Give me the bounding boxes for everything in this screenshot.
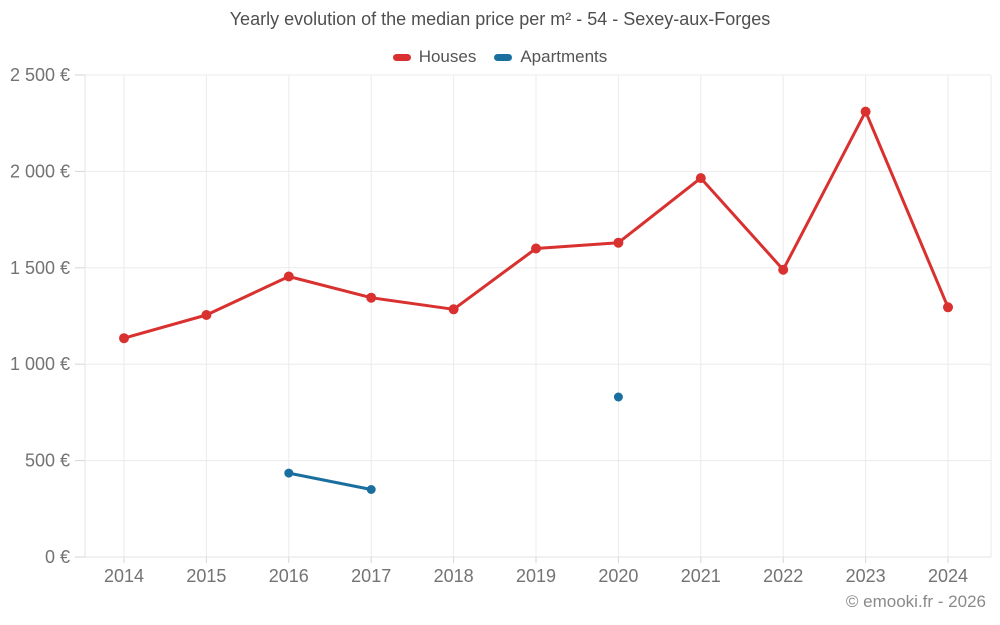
x-axis-label: 2016 (269, 566, 309, 586)
x-axis-label: 2019 (516, 566, 556, 586)
apartments-point-2016[interactable] (284, 468, 294, 478)
houses-point-2021[interactable] (695, 173, 706, 184)
houses-point-2019[interactable] (531, 243, 541, 254)
y-axis-label: 1 000 € (10, 354, 70, 374)
houses-point-2018[interactable] (448, 304, 459, 315)
legend-item-houses[interactable]: Houses (392, 47, 477, 67)
houses-point-2016[interactable] (283, 271, 294, 282)
houses-point-2022[interactable] (778, 264, 789, 275)
legend-label-houses: Houses (418, 47, 477, 66)
x-axis-label: 2018 (434, 566, 474, 586)
apartments-line (287, 471, 373, 491)
legend: Houses Apartments (0, 47, 1000, 67)
legend-swatch-houses-icon (392, 53, 411, 61)
legend-swatch-apartments-icon (494, 53, 513, 61)
chart-title: Yearly evolution of the median price per… (229, 9, 771, 29)
x-axis-label: 2015 (186, 566, 226, 586)
houses-point-2020[interactable] (613, 237, 624, 248)
apartments-point-2020[interactable] (613, 392, 623, 402)
x-axis-label: 2023 (846, 566, 886, 586)
x-axis-label: 2024 (928, 566, 968, 586)
copyright: © emooki.fr - 2026 (845, 592, 986, 611)
x-axis-label: 2017 (351, 566, 391, 586)
houses-point-2023[interactable] (860, 106, 871, 117)
houses-point-2017[interactable] (366, 292, 377, 303)
x-axis-label: 2014 (104, 566, 144, 586)
y-axis-label: 1 500 € (10, 258, 70, 278)
y-axis-label: 2 500 € (10, 65, 70, 85)
legend-item-apartments[interactable]: Apartments (494, 47, 607, 67)
y-axis-label: 0 € (45, 547, 70, 567)
x-axis-label: 2021 (681, 566, 721, 586)
houses-point-2014[interactable] (119, 333, 129, 344)
x-axis-label: 2020 (598, 566, 638, 586)
y-axis-label: 2 000 € (10, 161, 70, 181)
y-axis-label: 500 € (25, 451, 70, 471)
houses-point-2015[interactable] (201, 310, 212, 320)
apartments-point-2017[interactable] (366, 485, 376, 494)
x-axis-label: 2022 (763, 566, 803, 586)
legend-label-apartments: Apartments (520, 47, 608, 66)
houses-point-2024[interactable] (943, 302, 953, 313)
